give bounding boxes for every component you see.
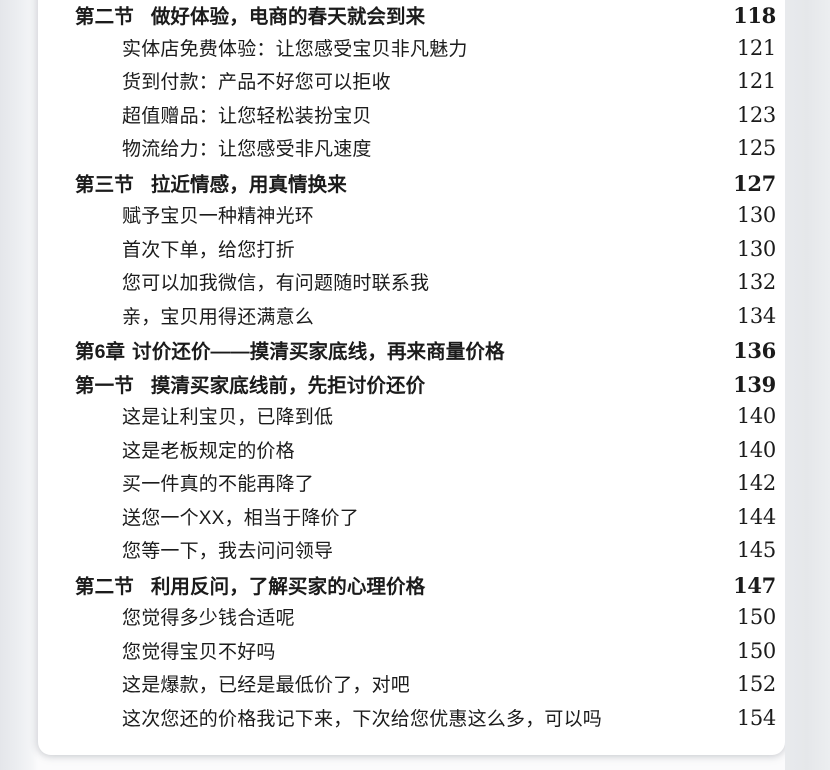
toc-page-number: 144 [736, 504, 776, 529]
toc-entry-title: 首次下单，给您打折 [38, 235, 714, 262]
toc-entry-title: 实体店免费体验：让您感受宝贝非凡魅力 [38, 34, 714, 61]
toc-entry-row[interactable]: 超值赠品：让您轻松装扮宝贝 123 [38, 101, 785, 135]
toc-page-number: 136 [733, 338, 776, 363]
toc-heading-row[interactable]: 第二节 做好体验，电商的春天就会到来 118 [38, 0, 785, 34]
toc-entry-title: 这是让利宝贝，已降到低 [38, 402, 714, 429]
toc-entry-text: 超值赠品：让您轻松装扮宝贝 [122, 105, 372, 127]
toc-entry-text: 这是爆款，已经是最低价了，对吧 [122, 675, 411, 696]
toc-entry-title: 第二节 利用反问，了解买家的心理价格 [38, 570, 714, 599]
toc-page-number: 125 [736, 136, 776, 160]
toc-entry-row[interactable]: 您等一下，我去问问领导 145 [38, 536, 785, 570]
toc-entry-text: 您觉得宝贝不好吗 [122, 641, 276, 663]
toc-entry-text: 您可以加我微信，有问题随时联系我 [122, 273, 430, 294]
toc-entry-text: 亲，宝贝用得还满意么 [122, 306, 315, 328]
toc-page-number: 145 [736, 538, 776, 562]
toc-entry-text: 买一件真的不能再降了 [122, 474, 315, 495]
toc-entry-row[interactable]: 这是让利宝贝，已降到低 140 [38, 402, 785, 436]
toc-heading-row[interactable]: 第一节 摸清买家底线前，先拒讨价还价 139 [38, 369, 785, 403]
toc-page-number: 152 [736, 672, 776, 696]
toc-entry-row[interactable]: 买一件真的不能再降了 142 [38, 469, 785, 503]
toc-entry-label: 第一节 [75, 374, 134, 397]
toc-page-number: 118 [733, 3, 776, 28]
page-right-gutter [785, 0, 830, 770]
toc-page-number: 150 [736, 605, 776, 629]
toc-entry-label: 第6章 [75, 341, 126, 363]
toc-page-number: 140 [736, 437, 776, 462]
toc-entry-row[interactable]: 送您一个XX，相当于降价了 144 [38, 503, 785, 537]
toc-entry-text: 这次您还的价格我记下来，下次给您优惠这么多，可以吗 [122, 708, 603, 730]
toc-page-number: 139 [733, 371, 776, 397]
toc-page-number: 130 [736, 236, 776, 261]
toc-entry-title: 第三节 拉近情感，用真情换来 [38, 168, 714, 197]
toc-entry-title: 亲，宝贝用得还满意么 [38, 302, 714, 329]
toc-entry-text: 首次下单，给您打折 [122, 239, 295, 261]
toc-entry-row[interactable]: 您可以加我微信，有问题随时联系我 132 [38, 268, 785, 302]
toc-entry-text: 送您一个XX，相当于降价了 [122, 507, 359, 529]
toc-page-number: 121 [736, 69, 776, 93]
toc-entry-text: 这是让利宝贝，已降到低 [122, 407, 334, 428]
toc-entry-row[interactable]: 您觉得多少钱合适呢 150 [38, 603, 785, 637]
toc-heading-row[interactable]: 第三节 拉近情感，用真情换来 127 [38, 168, 785, 202]
toc-entry-row[interactable]: 首次下单，给您打折 130 [38, 235, 785, 269]
toc-entry-text: 物流给力：让您感受非凡速度 [122, 139, 372, 160]
toc-entry-title: 您觉得宝贝不好吗 [38, 637, 714, 664]
toc-entry-title: 这次您还的价格我记下来，下次给您优惠这么多，可以吗 [38, 704, 714, 731]
toc-page-number: 127 [733, 170, 776, 196]
toc-page-number: 134 [736, 303, 776, 328]
toc-entry-title: 您等一下，我去问问领导 [38, 536, 714, 563]
toc-page-number: 150 [736, 638, 776, 663]
toc-entry-title: 物流给力：让您感受非凡速度 [38, 134, 714, 161]
toc-entry-label: 第二节 [75, 575, 134, 598]
book-page: 第二节 做好体验，电商的春天就会到来 118 实体店免费体验：让您感受宝贝非凡魅力 12… [38, 0, 785, 755]
toc-entry-row[interactable]: 这是爆款，已经是最低价了，对吧 152 [38, 670, 785, 704]
toc-page-number: 140 [736, 404, 776, 428]
toc-entry-row[interactable]: 这是老板规定的价格 140 [38, 436, 785, 470]
toc-entry-title: 买一件真的不能再降了 [38, 469, 714, 496]
toc-heading-row[interactable]: 第二节 利用反问，了解买家的心理价格 147 [38, 570, 785, 604]
toc-page-number: 123 [736, 102, 776, 127]
toc-entry-title: 您可以加我微信，有问题随时联系我 [38, 268, 714, 295]
table-of-contents: 第二节 做好体验，电商的春天就会到来 118 实体店免费体验：让您感受宝贝非凡魅力 12… [38, 0, 785, 737]
toc-page-number: 154 [736, 705, 776, 730]
toc-entry-text: 实体店免费体验：让您感受宝贝非凡魅力 [122, 38, 468, 60]
toc-entry-title: 您觉得多少钱合适呢 [38, 603, 714, 630]
toc-entry-text: 您等一下，我去问问领导 [122, 541, 334, 562]
toc-entry-text: 这是老板规定的价格 [122, 440, 295, 462]
toc-entry-title: 这是老板规定的价格 [38, 436, 714, 463]
toc-entry-title: 货到付款：产品不好您可以拒收 [38, 67, 714, 94]
toc-entry-row[interactable]: 赋予宝贝一种精神光环 130 [38, 201, 785, 235]
toc-page-number: 147 [733, 572, 776, 598]
toc-entry-title: 第6章 讨价还价——摸清买家底线，再来商量价格 [38, 335, 714, 364]
toc-entry-row[interactable]: 实体店免费体验：让您感受宝贝非凡魅力 121 [38, 34, 785, 68]
toc-entry-text: 讨价还价——摸清买家底线，再来商量价格 [132, 341, 505, 363]
toc-entry-text: 您觉得多少钱合适呢 [122, 608, 295, 629]
toc-entry-title: 第二节 做好体验，电商的春天就会到来 [38, 0, 714, 29]
toc-entry-title: 送您一个XX，相当于降价了 [38, 503, 714, 530]
toc-page-number: 121 [736, 35, 776, 60]
toc-page-number: 132 [736, 270, 776, 294]
toc-entry-text: 做好体验，电商的春天就会到来 [150, 6, 426, 28]
toc-entry-text: 拉近情感，用真情换来 [150, 173, 347, 196]
toc-entry-text: 货到付款：产品不好您可以拒收 [122, 72, 391, 93]
toc-heading-row[interactable]: 第6章 讨价还价——摸清买家底线，再来商量价格 136 [38, 335, 785, 369]
toc-entry-text: 赋予宝贝一种精神光环 [122, 206, 315, 227]
toc-entry-row[interactable]: 货到付款：产品不好您可以拒收 121 [38, 67, 785, 101]
toc-entry-row[interactable]: 这次您还的价格我记下来，下次给您优惠这么多，可以吗 154 [38, 704, 785, 738]
toc-entry-title: 赋予宝贝一种精神光环 [38, 201, 714, 228]
toc-entry-text: 利用反问，了解买家的心理价格 [150, 575, 426, 598]
toc-entry-row[interactable]: 物流给力：让您感受非凡速度 125 [38, 134, 785, 168]
toc-entry-title: 第一节 摸清买家底线前，先拒讨价还价 [38, 369, 714, 398]
toc-entry-title: 这是爆款，已经是最低价了，对吧 [38, 670, 714, 697]
toc-entry-text: 摸清买家底线前，先拒讨价还价 [150, 374, 426, 397]
toc-page-number: 130 [736, 203, 776, 227]
toc-page-number: 142 [736, 471, 776, 495]
toc-entry-title: 超值赠品：让您轻松装扮宝贝 [38, 101, 714, 128]
toc-entry-label: 第三节 [75, 173, 134, 196]
toc-entry-row[interactable]: 亲，宝贝用得还满意么 134 [38, 302, 785, 336]
toc-entry-label: 第二节 [75, 6, 134, 28]
toc-entry-row[interactable]: 您觉得宝贝不好吗 150 [38, 637, 785, 671]
